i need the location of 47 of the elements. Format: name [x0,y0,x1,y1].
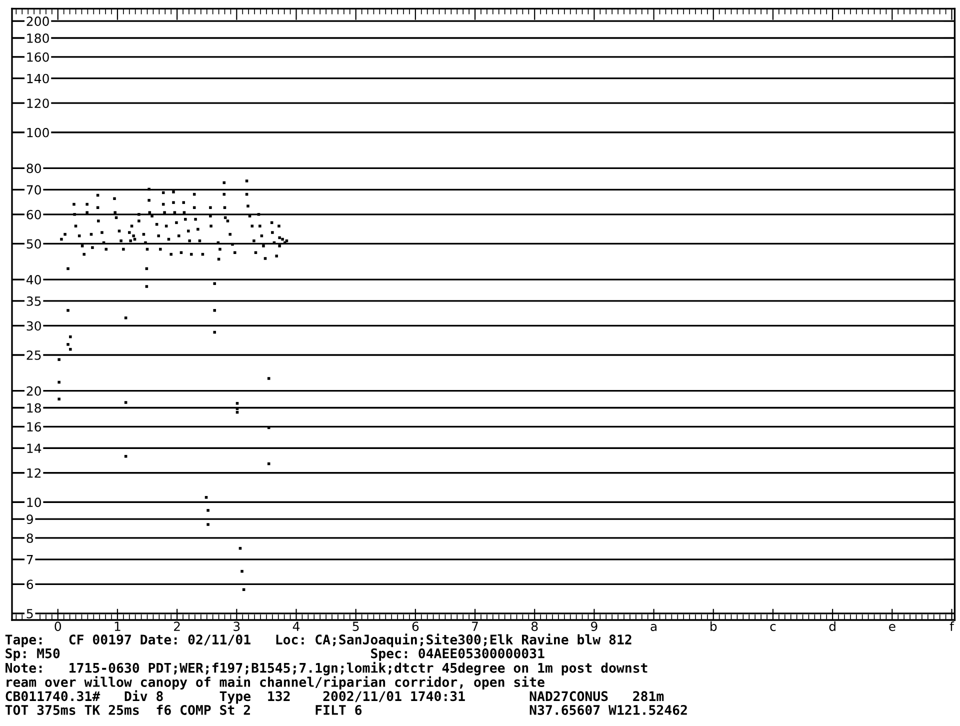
x-tick-label: 9 [591,622,598,632]
x-tick-label: 8 [531,622,538,632]
x-tick-label: 2 [174,622,180,631]
y-tick-label: 14 [27,444,42,453]
y-tick-label: 40 [26,274,41,284]
x-tick-label: b [710,621,717,632]
y-tick-label: 12 [27,468,41,478]
x-tick-label: 4 [292,622,300,631]
text: Sp: M50 Spec: 04AEE05300000031 [6,648,544,661]
y-tick-label: 180 [27,33,49,43]
y-tick-label: 200 [26,16,49,26]
text: Note: 1715-0630 PDT;WER;f197;B1545;7.1gn;lomik;dtctr 45degree on 1m post downst [6,662,648,676]
y-tick-label: 20 [26,386,41,396]
x-tick-label: 1 [114,622,120,631]
y-tick-label: 35 [26,296,41,306]
y-tick-label: 6 [26,580,34,590]
x-tick-label: a [650,624,656,632]
y-tick-label: 30 [26,321,41,331]
y-tick-label: 18 [27,403,41,413]
y-tick-label: 9 [26,514,33,524]
y-tick-label: 25 [26,350,41,360]
y-tick-label: 10 [27,498,41,508]
y-tick-label: 60 [26,210,41,220]
y-tick-label: 160 [27,52,49,62]
text: CB011740.31# Div 8 Type 132 2002/11/01 1740:31 NAD27CONUS 281m [6,690,664,704]
y-tick-label: 140 [27,74,49,84]
y-tick-label: 7 [26,555,33,564]
text: ream over willow canopy of main channel/riparian corridor, open site [6,676,544,690]
x-tick-label: d [829,621,836,632]
y-tick-label: 120 [27,98,49,108]
x-tick-label: 3 [234,622,240,632]
y-tick-label: 8 [26,533,33,543]
x-tick-label: e [888,624,896,632]
y-tick-label: 16 [27,422,42,432]
x-tick-label: 0 [54,622,62,632]
x-tick-label: 6 [412,622,419,632]
x-tick-label: f [950,621,954,631]
y-tick-label: 50 [26,239,41,249]
x-tick-label: 5 [352,622,359,632]
y-tick-label: 70 [26,185,41,195]
text: TOT 375ms TK 25ms f6 COMP St 2 FILT 6 N37.65607 W121.52462 [5,704,687,715]
y-tick-label: 80 [26,164,41,174]
x-tick-label: c [770,624,776,632]
x-tick-label: 7 [472,622,478,631]
y-tick-label: 5 [26,609,33,618]
y-tick-label: 100 [27,128,49,138]
text: Tape: CF 00197 Date: 02/11/01 Loc: CA;SanJoaquin;Site300;Elk Ravine blw 812 [5,634,632,648]
